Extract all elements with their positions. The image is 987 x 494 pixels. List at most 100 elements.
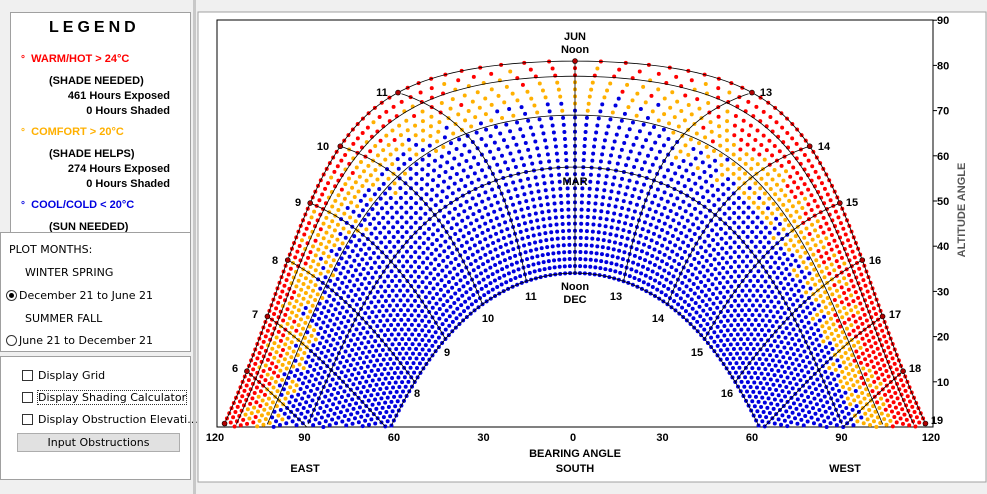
sun-dot <box>369 417 374 422</box>
sun-dot <box>636 262 641 267</box>
sun-dot <box>851 313 856 318</box>
sun-dot <box>469 302 474 307</box>
sun-dot <box>725 318 730 323</box>
sun-dot <box>400 254 405 259</box>
sun-dot <box>301 366 306 371</box>
radio-label[interactable]: December 21 to June 21 <box>19 289 154 302</box>
sun-dot <box>309 373 314 378</box>
curve-label: JUN <box>564 31 586 43</box>
sun-dot <box>341 226 346 231</box>
sun-dot <box>350 298 355 303</box>
sun-dot <box>363 418 368 423</box>
sun-dot <box>736 205 741 210</box>
sun-dot <box>814 337 819 342</box>
checkbox[interactable] <box>22 370 33 381</box>
sun-dot <box>313 377 318 382</box>
sun-dot <box>766 396 771 401</box>
input-obstructions-button[interactable]: Input Obstructions <box>17 433 180 452</box>
sun-dot <box>758 230 763 235</box>
sun-dot <box>549 230 554 235</box>
sun-dot <box>409 303 414 308</box>
sun-dot <box>327 423 332 428</box>
sun-dot <box>617 248 622 253</box>
sun-dot <box>750 230 755 235</box>
sun-dot <box>682 224 687 229</box>
sun-dot <box>803 315 808 320</box>
sun-dot <box>383 289 388 294</box>
sun-dot <box>459 178 464 183</box>
sun-dot <box>748 123 753 128</box>
sun-dot <box>484 127 489 132</box>
sun-dot <box>401 264 406 269</box>
checkbox[interactable] <box>22 414 33 425</box>
sun-dot <box>364 261 369 266</box>
sun-dot <box>741 210 746 215</box>
sun-dot <box>404 249 409 254</box>
sun-dot <box>821 245 826 250</box>
sun-dot <box>767 386 772 391</box>
sun-dot <box>377 377 382 382</box>
sun-dot <box>349 412 354 417</box>
sun-dot <box>335 164 340 169</box>
sun-dot <box>383 235 388 240</box>
sun-dot <box>578 264 583 269</box>
sun-dot <box>495 109 500 114</box>
sun-dot <box>301 281 306 286</box>
sun-dot <box>436 129 441 134</box>
sun-dot <box>417 342 422 347</box>
radio-label[interactable]: June 21 to December 21 <box>19 334 154 347</box>
sun-dot <box>647 131 652 136</box>
sun-dot <box>233 410 238 415</box>
sun-dot <box>794 141 799 146</box>
sun-dot <box>519 105 524 110</box>
sun-dot <box>727 216 732 221</box>
checkbox-label[interactable]: Display Grid <box>38 369 106 382</box>
sun-dot <box>795 170 800 175</box>
sun-dot <box>841 400 846 405</box>
sun-dot <box>597 223 602 228</box>
sun-dot <box>474 274 479 279</box>
sun-dot <box>641 122 646 127</box>
sun-dot <box>344 423 349 428</box>
sun-dot <box>348 239 353 244</box>
sun-dot <box>382 279 387 284</box>
sun-dot <box>829 232 834 237</box>
sun-dot <box>711 149 716 154</box>
sun-dot <box>660 243 665 248</box>
sun-dot <box>272 409 277 414</box>
sun-dot <box>712 339 717 344</box>
radio[interactable] <box>6 335 17 346</box>
sun-dot <box>610 254 615 259</box>
sun-dot <box>481 277 486 282</box>
sun-dot <box>837 364 842 369</box>
sun-dot <box>605 253 610 258</box>
sun-dot <box>861 278 866 283</box>
sun-dot <box>813 347 818 352</box>
sun-dot <box>608 196 613 201</box>
sun-dot <box>601 238 606 243</box>
sun-dot <box>793 234 798 239</box>
sun-dot <box>383 245 388 250</box>
radio[interactable] <box>6 290 17 301</box>
sun-dot <box>382 323 387 328</box>
sun-dot <box>520 82 525 87</box>
sun-dot <box>657 265 662 270</box>
sun-dot <box>807 360 812 365</box>
sun-dot <box>781 261 786 266</box>
sun-dot <box>374 236 379 241</box>
sun-dot <box>292 290 297 295</box>
checkbox-label[interactable]: Display Obstruction Elevati... <box>38 413 198 426</box>
sun-dot <box>556 243 561 248</box>
sun-dot <box>749 322 754 327</box>
sun-dot <box>818 398 823 403</box>
sun-dot <box>400 337 405 342</box>
sun-dot <box>549 237 554 242</box>
sun-dot <box>854 404 859 409</box>
sun-dot <box>700 299 705 304</box>
checkbox[interactable] <box>22 392 33 403</box>
sun-dot <box>547 159 552 164</box>
checkbox-label[interactable]: Display Shading Calculator <box>36 390 188 405</box>
sun-dot <box>414 162 419 167</box>
sun-dot <box>683 143 688 148</box>
sun-dot <box>488 218 493 223</box>
